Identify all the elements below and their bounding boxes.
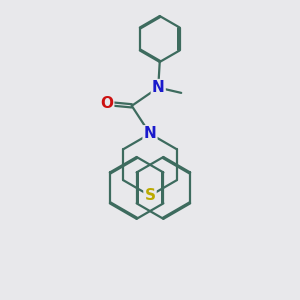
Text: S: S [145, 188, 155, 203]
Text: N: N [144, 126, 156, 141]
Text: N: N [152, 80, 165, 95]
Text: O: O [100, 96, 113, 111]
